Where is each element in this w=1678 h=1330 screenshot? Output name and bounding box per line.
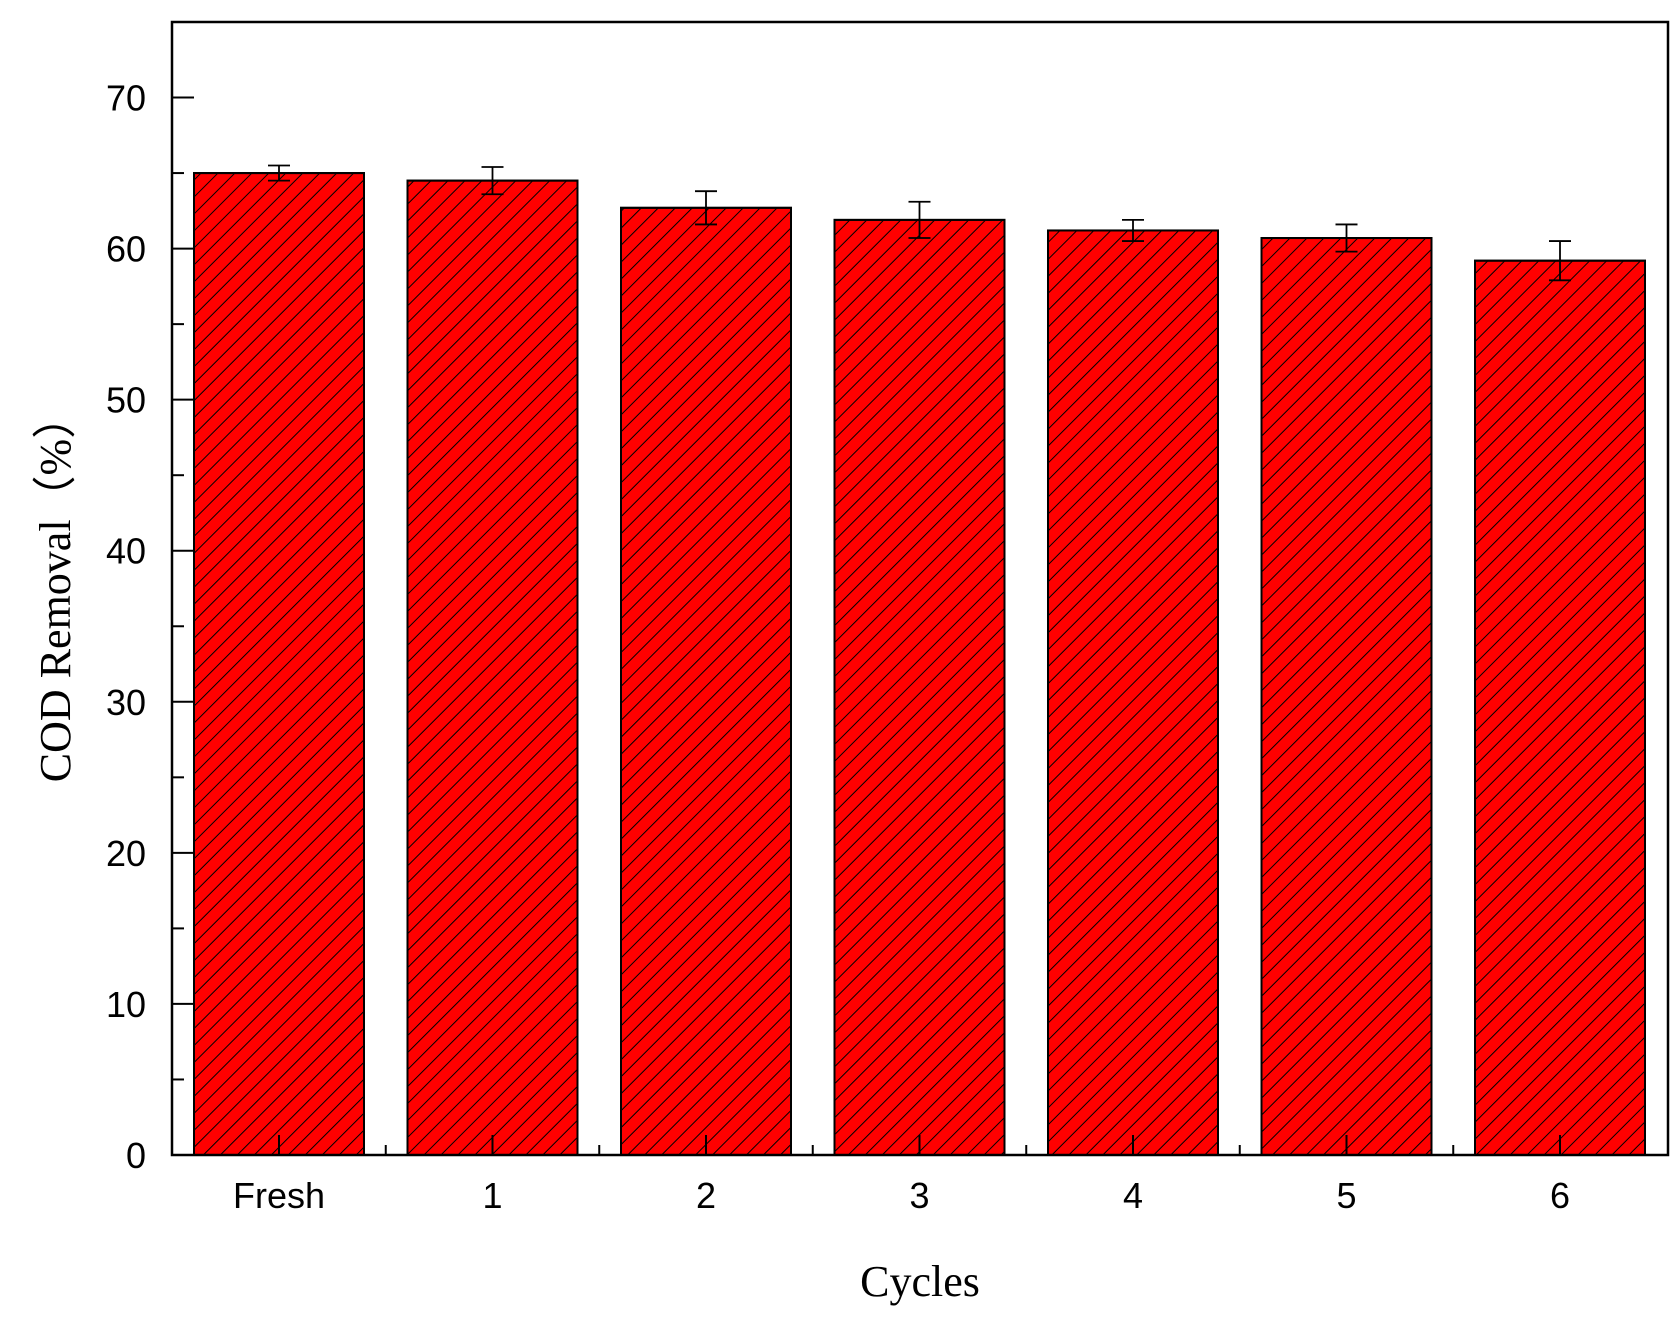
y-axis: 0 10 20 30 40 50 60 70 <box>106 78 194 1176</box>
x-tick-label: 2 <box>696 1175 716 1216</box>
error-bar <box>1122 218 1144 242</box>
x-tick-label: 6 <box>1550 1175 1570 1216</box>
y-tick-label: 50 <box>106 380 146 421</box>
bar-hatch <box>193 172 365 1157</box>
x-axis-title: Cycles <box>860 1257 980 1306</box>
x-axis: Fresh 1 2 3 4 5 6 <box>233 1135 1570 1216</box>
bar-hatch <box>833 218 1006 1156</box>
y-tick-label: 60 <box>106 229 146 270</box>
y-tick-label: 30 <box>106 682 146 723</box>
x-tick-label: 3 <box>909 1175 929 1216</box>
bars-layer <box>193 172 1646 1157</box>
y-axis-title: COD Removal（%） <box>31 395 80 782</box>
y-tick-label: 70 <box>106 78 146 119</box>
error-bars-layer <box>268 164 1571 282</box>
y-tick-label: 10 <box>106 984 146 1025</box>
error-bar <box>268 164 290 182</box>
error-bar <box>1335 223 1358 253</box>
y-tick-label: 0 <box>126 1135 146 1176</box>
error-bar <box>695 190 717 226</box>
error-bar <box>481 166 504 196</box>
x-tick-label: 4 <box>1123 1175 1143 1216</box>
y-tick-label: 40 <box>106 531 146 572</box>
bar-hatch <box>620 206 792 1156</box>
error-bar <box>1549 240 1571 282</box>
bar-hatch <box>1047 229 1219 1157</box>
bar-hatch <box>1260 237 1433 1156</box>
y-tick-label: 20 <box>106 833 146 874</box>
bar-hatch <box>1474 259 1646 1156</box>
x-tick-label: 1 <box>482 1175 502 1216</box>
error-bar <box>908 200 931 239</box>
bar-hatch <box>406 179 579 1156</box>
x-tick-label: Fresh <box>233 1175 325 1216</box>
x-tick-label: 5 <box>1336 1175 1356 1216</box>
